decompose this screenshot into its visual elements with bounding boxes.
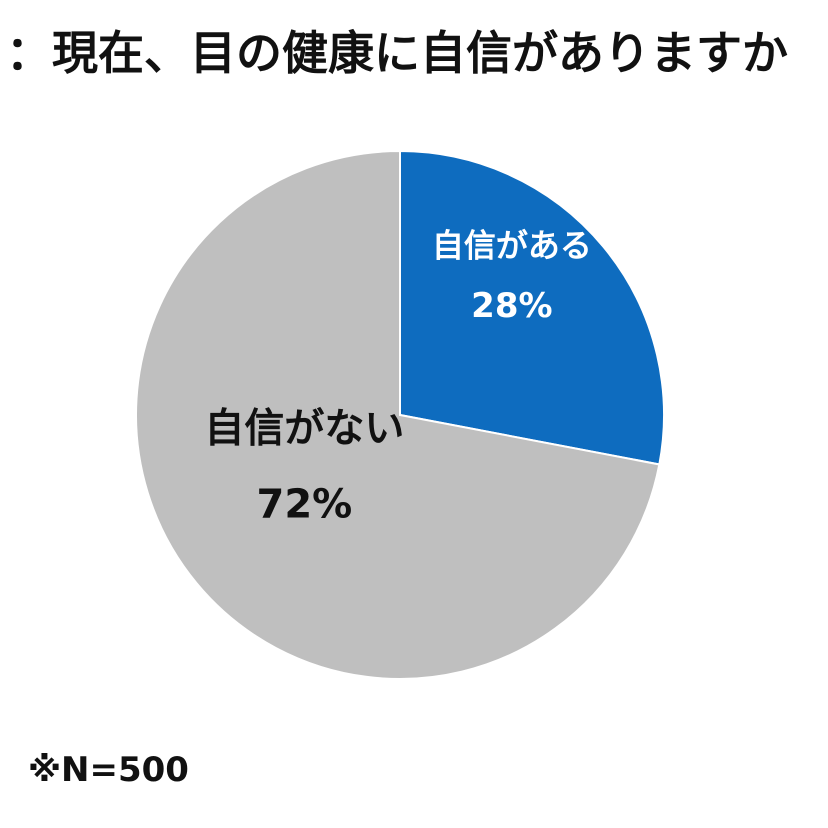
pie-slice-label-2: 自信がない — [204, 405, 404, 451]
pie-slice-value-1: 28% — [471, 286, 552, 326]
pie-slice-1 — [399, 149, 665, 466]
sample-size-note: ※N=500 — [28, 750, 189, 790]
pie-labels: 自信がある 28% 自信がない 72% — [204, 226, 591, 527]
chart-title: ：現在、目の健康に自信がありますか — [6, 26, 788, 80]
pie-slice-value-2: 72% — [257, 481, 353, 527]
pie-slice-label-1: 自信がある — [432, 226, 592, 264]
pie-slice-2 — [135, 149, 661, 680]
pie-slices — [135, 149, 665, 680]
